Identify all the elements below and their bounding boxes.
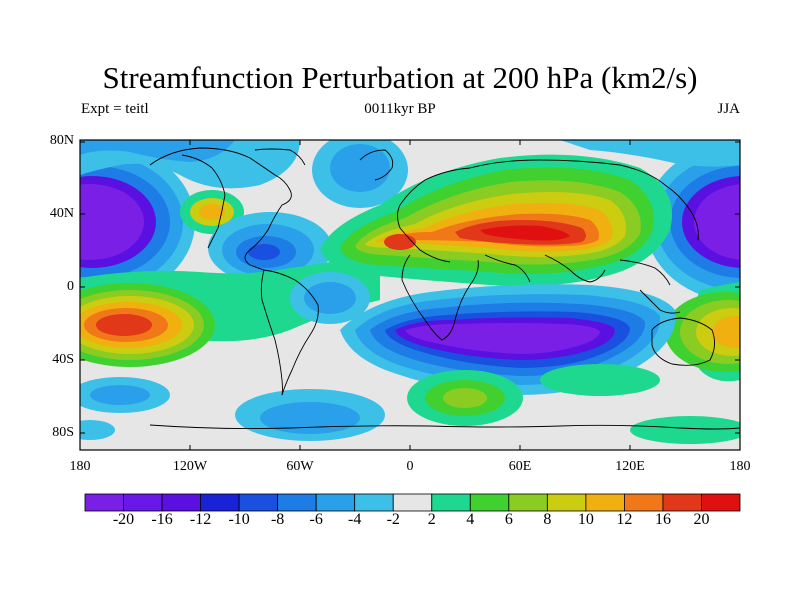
colorbar-label: 20 — [693, 511, 710, 528]
colorbar-swatch — [624, 493, 664, 512]
colorbar-label: -6 — [309, 511, 323, 528]
colorbar-swatch — [701, 493, 741, 512]
colorbar-label: -16 — [151, 511, 173, 528]
colorbar-label: -8 — [270, 511, 285, 528]
colorbar-swatch — [508, 493, 548, 512]
colorbar-label: 6 — [504, 511, 513, 528]
lat-tick-40n: 40N — [49, 206, 74, 221]
colorbar-swatch — [546, 493, 587, 512]
colorbar — [84, 493, 741, 512]
colorbar-label: -20 — [112, 511, 135, 528]
colorbar-swatch — [161, 493, 201, 512]
lon-tick-60w: 60W — [286, 459, 314, 474]
contour-field — [80, 140, 740, 450]
negative-anomaly-caribbean — [208, 212, 332, 284]
negative-anomaly-south-atlantic — [290, 272, 370, 324]
colorbar-label: 8 — [543, 511, 552, 528]
colorbar-swatch — [585, 493, 625, 512]
negative-anomaly-north-pacific-west — [80, 142, 195, 302]
colorbar-swatch — [662, 493, 702, 512]
lat-tick-marks — [80, 141, 740, 434]
colorbar-label: 12 — [616, 511, 633, 528]
lon-tick-60e: 60E — [508, 459, 532, 474]
colorbar-label: -2 — [386, 511, 400, 528]
time-label: 0011kyr BP — [364, 101, 436, 117]
lat-tick-80n: 80N — [49, 133, 74, 148]
lon-tick-0: 0 — [406, 459, 414, 474]
colorbar-label: -4 — [348, 511, 362, 528]
map-title: Streamfunction Perturbation at 200 hPa (… — [102, 60, 698, 95]
lat-tick-0: 0 — [67, 279, 74, 294]
colorbar-swatch — [431, 493, 471, 512]
lat-tick-80s: 80S — [52, 425, 74, 440]
colorbar-label: -12 — [189, 511, 212, 528]
colorbar-swatch — [238, 493, 279, 512]
colorbar-swatch — [123, 493, 163, 512]
colorbar-swatch — [392, 493, 433, 512]
positive-anomaly-eurasia — [320, 154, 672, 287]
southern-ocean-anomalies — [80, 364, 740, 444]
colorbar-label: 16 — [654, 511, 671, 528]
lat-tick-40s: 40S — [52, 352, 74, 367]
season-label: JJA — [717, 101, 740, 117]
colorbar-swatch — [354, 493, 394, 512]
lon-tick-120w: 120W — [172, 459, 208, 474]
colorbar-label: 10 — [577, 511, 594, 528]
positive-anomaly-australia — [665, 292, 740, 372]
lon-tick-180w: 180 — [69, 459, 91, 474]
positive-anomaly-south-pacific — [80, 283, 215, 367]
colorbar-label: -10 — [228, 511, 250, 528]
coastlines — [149, 147, 740, 430]
colorbar-label: 2 — [427, 511, 436, 528]
negative-anomaly-arctic — [80, 140, 740, 208]
colorbar-swatch — [469, 493, 510, 512]
lon-tick-marks — [189, 140, 631, 450]
colorbar-swatch — [315, 493, 356, 512]
colorbar-swatch — [277, 493, 317, 512]
lon-tick-180e: 180 — [729, 459, 751, 474]
colorbar-swatch — [200, 493, 240, 512]
colorbar-label: 4 — [466, 511, 475, 528]
lon-tick-120e: 120E — [615, 459, 645, 474]
colorbar-swatch — [84, 493, 124, 512]
experiment-label: Expt = teitl — [81, 101, 149, 117]
negative-anomaly-north-pacific-east — [645, 142, 740, 302]
